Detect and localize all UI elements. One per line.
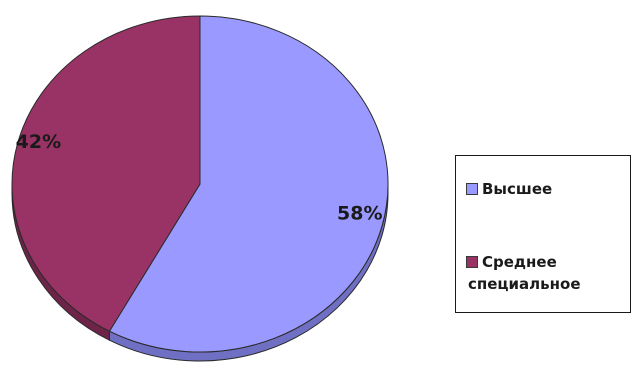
pie-data-labels: 58% 42%: [16, 131, 383, 224]
legend-swatch-vysshee: [466, 183, 478, 195]
legend-entry-srednee-spetsialnoe: Среднее специальное: [466, 251, 581, 295]
slice-1-data-label: 58%: [337, 203, 382, 225]
legend-entry-vysshee: Высшее: [466, 178, 552, 200]
pie-slices: [11, 15, 389, 353]
legend-label-vysshee: Высшее: [482, 180, 553, 198]
slice-1: [108, 15, 389, 353]
slice-2: [11, 15, 201, 332]
legend-swatch-srednee-spetsialnoe: [466, 256, 478, 268]
chart-legend: Высшее Среднее специальное: [455, 155, 631, 313]
legend-label-srednee-spetsialnoe: Среднее специальное: [468, 253, 581, 293]
slice-2-data-label: 42%: [16, 131, 61, 153]
